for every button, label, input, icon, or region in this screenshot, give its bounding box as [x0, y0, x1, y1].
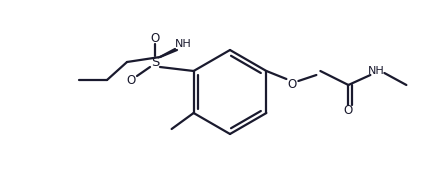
Text: S: S: [151, 55, 159, 69]
Text: O: O: [344, 105, 353, 117]
Text: NH: NH: [175, 39, 191, 49]
Text: O: O: [126, 73, 135, 87]
Text: NH: NH: [368, 66, 385, 76]
Text: O: O: [288, 79, 297, 91]
Text: O: O: [150, 31, 160, 45]
